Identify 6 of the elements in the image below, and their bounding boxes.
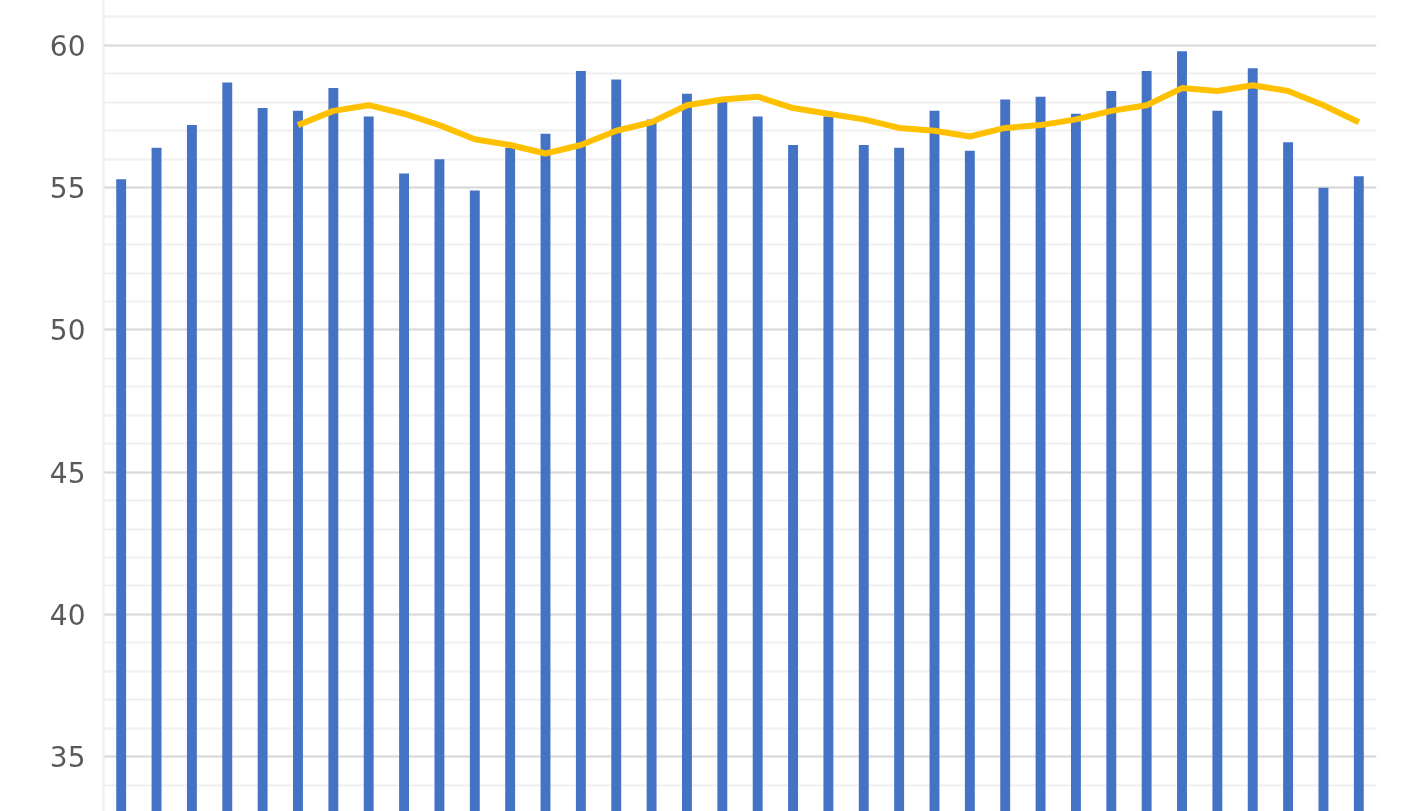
y-tick-label: 45 xyxy=(49,456,86,490)
y-tick-label: 40 xyxy=(49,598,86,632)
y-tick-label: 55 xyxy=(49,172,86,206)
y-tick-label: 50 xyxy=(49,314,86,348)
y-tick-label: 35 xyxy=(49,741,86,775)
y-tick-label: 60 xyxy=(49,29,86,63)
